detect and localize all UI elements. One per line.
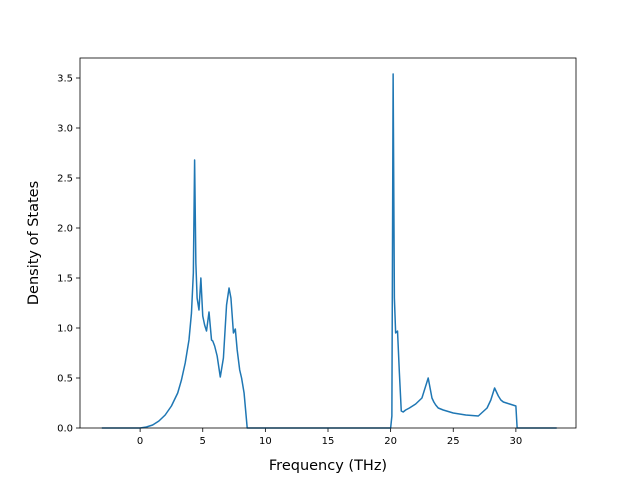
x-tick-label: 20 bbox=[384, 436, 397, 447]
x-tick-label: 15 bbox=[322, 436, 335, 447]
y-tick-label: 2.0 bbox=[57, 224, 73, 235]
y-tick-label: 3.0 bbox=[57, 124, 73, 135]
plot-area bbox=[80, 58, 576, 428]
ticks-group: 0 5 10 15 20 25 30 0.0 0.5 1.0 1.5 2.0 2.5 3.0 3.5 bbox=[57, 74, 522, 448]
x-tick-label: 5 bbox=[200, 436, 206, 447]
y-axis-label: Density of States bbox=[26, 181, 42, 305]
plot-frame bbox=[79, 57, 577, 429]
y-tick-label: 1.5 bbox=[57, 274, 73, 285]
y-tick-label: 0.5 bbox=[57, 374, 73, 385]
y-tick-label: 3.5 bbox=[57, 74, 73, 85]
x-tick-label: 10 bbox=[259, 436, 272, 447]
x-axis-label: Frequency (THz) bbox=[269, 458, 387, 474]
y-tick-label: 1.0 bbox=[57, 324, 73, 335]
y-tick-label: 0.0 bbox=[57, 424, 73, 435]
x-tick-label: 25 bbox=[447, 436, 460, 447]
x-tick-label: 30 bbox=[510, 436, 523, 447]
y-tick-label: 2.5 bbox=[57, 174, 73, 185]
x-tick-label: 0 bbox=[137, 436, 143, 447]
